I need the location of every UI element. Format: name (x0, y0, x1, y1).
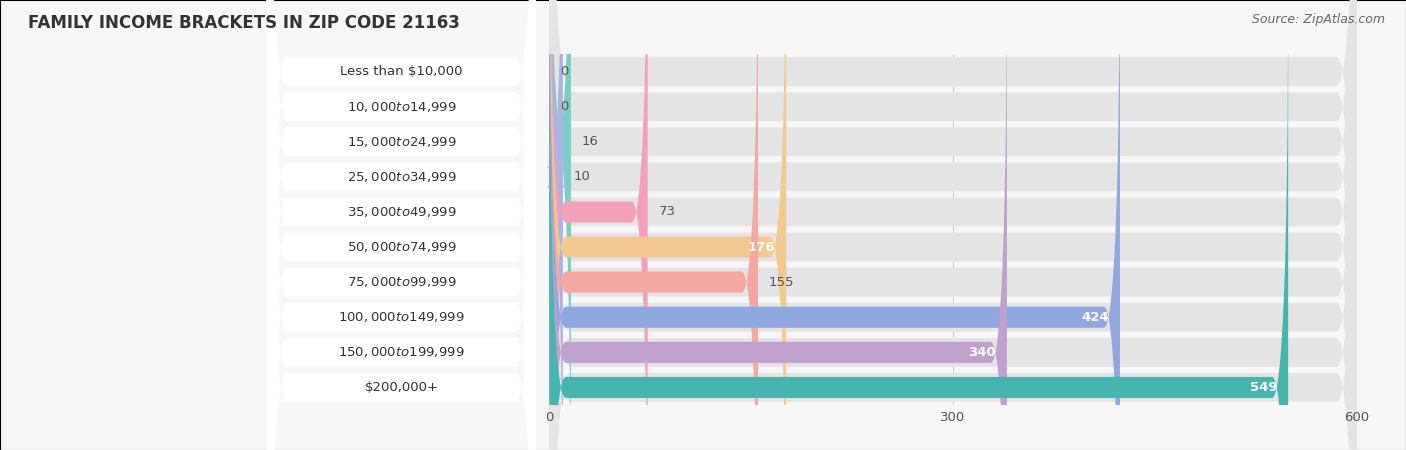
FancyBboxPatch shape (550, 0, 1357, 450)
FancyBboxPatch shape (550, 0, 648, 450)
FancyBboxPatch shape (550, 0, 1357, 450)
Text: $35,000 to $49,999: $35,000 to $49,999 (346, 205, 456, 219)
FancyBboxPatch shape (550, 0, 1357, 450)
FancyBboxPatch shape (550, 0, 786, 450)
Text: $50,000 to $74,999: $50,000 to $74,999 (346, 240, 456, 254)
Text: 73: 73 (658, 206, 675, 218)
FancyBboxPatch shape (550, 0, 1357, 450)
Text: 176: 176 (748, 241, 776, 253)
FancyBboxPatch shape (550, 0, 571, 450)
FancyBboxPatch shape (267, 0, 536, 450)
Text: 549: 549 (1250, 381, 1278, 394)
FancyBboxPatch shape (267, 0, 536, 450)
Text: $10,000 to $14,999: $10,000 to $14,999 (346, 99, 456, 114)
Text: $200,000+: $200,000+ (364, 381, 439, 394)
FancyBboxPatch shape (550, 0, 1357, 450)
Text: $100,000 to $149,999: $100,000 to $149,999 (337, 310, 464, 324)
Text: 0: 0 (560, 65, 568, 78)
Text: Less than $10,000: Less than $10,000 (340, 65, 463, 78)
Text: $150,000 to $199,999: $150,000 to $199,999 (337, 345, 464, 360)
Text: 10: 10 (574, 171, 591, 183)
FancyBboxPatch shape (550, 0, 1357, 450)
FancyBboxPatch shape (550, 0, 1357, 450)
FancyBboxPatch shape (550, 0, 1007, 450)
FancyBboxPatch shape (267, 0, 536, 450)
FancyBboxPatch shape (547, 0, 565, 450)
FancyBboxPatch shape (550, 0, 1121, 450)
FancyBboxPatch shape (267, 0, 536, 450)
FancyBboxPatch shape (267, 0, 536, 450)
FancyBboxPatch shape (550, 0, 1288, 450)
FancyBboxPatch shape (550, 0, 1357, 450)
FancyBboxPatch shape (550, 0, 758, 450)
FancyBboxPatch shape (267, 0, 536, 450)
Text: 424: 424 (1081, 311, 1109, 324)
Text: 0: 0 (560, 100, 568, 113)
Text: 16: 16 (582, 135, 599, 148)
FancyBboxPatch shape (267, 0, 536, 450)
FancyBboxPatch shape (267, 0, 536, 450)
Text: FAMILY INCOME BRACKETS IN ZIP CODE 21163: FAMILY INCOME BRACKETS IN ZIP CODE 21163 (28, 14, 460, 32)
Text: $25,000 to $34,999: $25,000 to $34,999 (346, 170, 456, 184)
Text: Source: ZipAtlas.com: Source: ZipAtlas.com (1251, 14, 1385, 27)
Text: $75,000 to $99,999: $75,000 to $99,999 (346, 275, 456, 289)
FancyBboxPatch shape (267, 0, 536, 450)
Text: 340: 340 (969, 346, 997, 359)
FancyBboxPatch shape (267, 0, 536, 450)
Text: $15,000 to $24,999: $15,000 to $24,999 (346, 135, 456, 149)
FancyBboxPatch shape (550, 0, 1357, 450)
FancyBboxPatch shape (550, 0, 1357, 450)
Text: 155: 155 (769, 276, 794, 288)
